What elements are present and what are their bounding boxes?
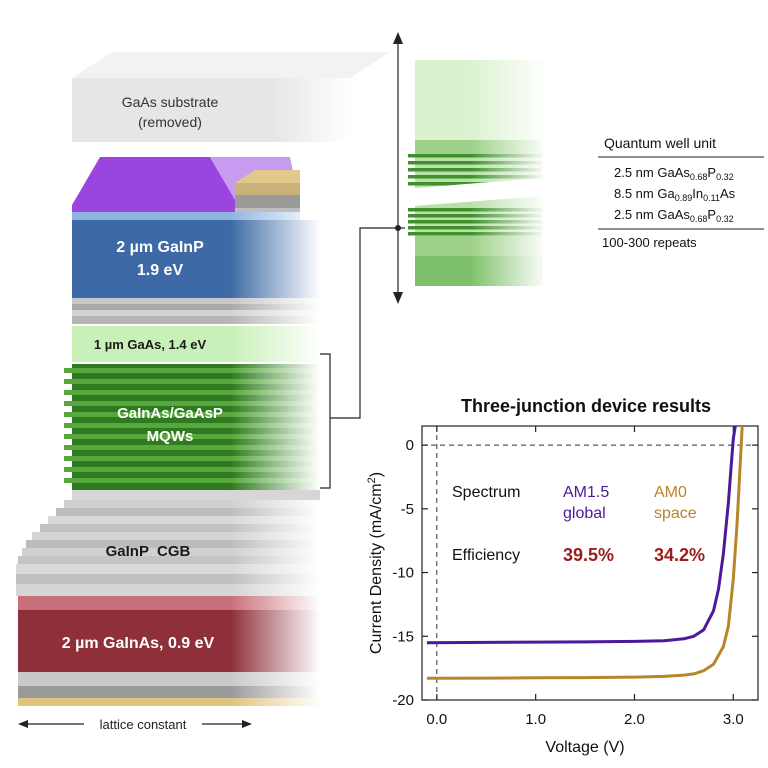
x-tick-label: 0.0 bbox=[426, 711, 447, 728]
mqw-stripe bbox=[64, 368, 320, 373]
lattice-arrow: lattice constant bbox=[18, 714, 252, 734]
jv-chart: Three-junction device results 0.0 1.0 2.0 3… bbox=[366, 396, 759, 756]
qw-layer-3: 2.5 nm GaAs0.68P0.32 bbox=[614, 207, 734, 224]
middle-cell-label: 1 µm GaAs, 1.4 eV bbox=[94, 337, 207, 352]
qw-repeats: 100-300 repeats bbox=[602, 235, 697, 250]
mqw-stripe bbox=[64, 401, 320, 406]
bottom-contact bbox=[18, 672, 320, 706]
mqw-label-2: MQWs bbox=[147, 428, 194, 445]
spectrum-label: Spectrum bbox=[452, 484, 520, 501]
substrate-label-1: GaAs substrate bbox=[122, 94, 219, 110]
am15-label-1: AM1.5 bbox=[563, 484, 609, 501]
top-cell: 2 µm GaInP 1.9 eV bbox=[72, 212, 320, 298]
graded-buffer: GaInP CGB bbox=[16, 500, 320, 596]
top-contact bbox=[72, 157, 300, 218]
mqw-stripe bbox=[64, 412, 320, 417]
am0-curve bbox=[426, 426, 744, 680]
qw-layer-2: 8.5 nm Ga0.89In0.11As bbox=[614, 186, 736, 203]
jv-curves bbox=[426, 426, 744, 680]
mqw-stripe bbox=[64, 390, 320, 395]
y-tick-label: -10 bbox=[392, 565, 414, 582]
am0-efficiency: 34.2% bbox=[654, 545, 705, 565]
middle-cell: 1 µm GaAs, 1.4 eV bbox=[72, 326, 320, 362]
bottom-cell-label: 2 µm GaInAs, 0.9 eV bbox=[62, 635, 215, 652]
layer-stack: 2 µm GaInP 1.9 eV 1 µm GaAs, 1.4 eV GaIn… bbox=[16, 52, 390, 734]
am15-curve bbox=[426, 426, 737, 645]
mqw-stripe bbox=[64, 445, 320, 450]
y-tick-label: -20 bbox=[392, 692, 414, 709]
qw-layer-1: 2.5 nm GaAs0.68P0.32 bbox=[614, 165, 734, 182]
x-tick-label: 1.0 bbox=[525, 711, 546, 728]
mqw-bracket bbox=[320, 225, 401, 489]
plot-frame bbox=[421, 425, 759, 701]
am0-label-1: AM0 bbox=[654, 484, 687, 501]
am15-efficiency: 39.5% bbox=[563, 545, 614, 565]
tunnel-layers-1 bbox=[72, 298, 320, 324]
substrate-block bbox=[72, 52, 390, 142]
mqw-stripe bbox=[64, 423, 320, 428]
lattice-label: lattice constant bbox=[100, 717, 187, 732]
mqw-label-1: GaInAs/GaAsP bbox=[117, 405, 223, 422]
x-axis-ticks: 0.0 1.0 2.0 3.0 bbox=[426, 426, 744, 728]
am15-label-2: global bbox=[563, 505, 606, 522]
substrate-label-2: (removed) bbox=[138, 114, 202, 130]
y-axis-label: Current Density (mA/cm2) bbox=[366, 472, 385, 654]
cgb-label: GaInP CGB bbox=[106, 543, 191, 560]
mqw-stripe bbox=[64, 434, 320, 439]
y-tick-label: 0 bbox=[406, 437, 414, 454]
top-cell-label-2: 1.9 eV bbox=[137, 262, 184, 279]
x-axis-label: Voltage (V) bbox=[545, 739, 624, 756]
qw-title: Quantum well unit bbox=[604, 135, 716, 151]
y-tick-label: -15 bbox=[392, 628, 414, 645]
buffer-layer bbox=[72, 490, 320, 500]
efficiency-label: Efficiency bbox=[452, 547, 520, 564]
bottom-cell: 2 µm GaInAs, 0.9 eV bbox=[18, 596, 320, 672]
mqw-stripe bbox=[64, 478, 320, 483]
mqw-region: GaInAs/GaAsP MQWs bbox=[64, 364, 320, 490]
mqw-stripe bbox=[64, 379, 320, 384]
top-cell-label-1: 2 µm GaInP bbox=[116, 239, 204, 256]
qw-legend: Quantum well unit 2.5 nm GaAs0.68P0.32 8… bbox=[598, 135, 764, 250]
mqw-stripe bbox=[64, 467, 320, 472]
y-tick-label: -5 bbox=[401, 501, 414, 518]
x-tick-label: 3.0 bbox=[723, 711, 744, 728]
zero-lines bbox=[422, 426, 758, 700]
chart-title: Three-junction device results bbox=[461, 396, 711, 416]
mqw-stripe bbox=[64, 456, 320, 461]
am0-label-2: space bbox=[654, 505, 697, 522]
y-axis-ticks: 0 -5 -10 -15 -20 bbox=[392, 437, 758, 709]
mqw-stripes bbox=[64, 368, 320, 483]
x-tick-label: 2.0 bbox=[624, 711, 645, 728]
quantum-well-zoom bbox=[393, 32, 543, 304]
